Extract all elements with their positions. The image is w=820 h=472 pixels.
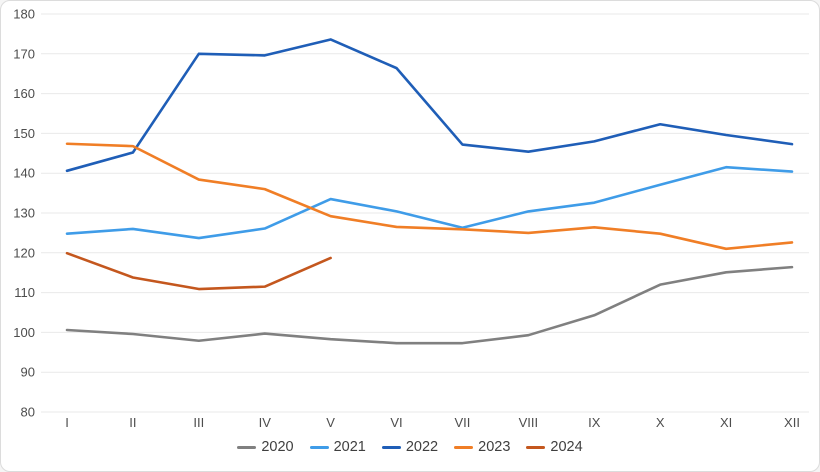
x-axis-tick-label: X [656,415,665,430]
legend-item-2022: 2022 [381,439,439,455]
y-axis-tick-label: 130 [13,206,35,221]
legend-label-2023: 2023 [478,439,511,455]
y-axis-tick-label: 90 [21,365,35,380]
y-axis-tick-label: 110 [14,285,35,300]
y-axis-tick-labels: 80 90 100 110 120 130 140 150 160 170 180 [13,7,35,420]
y-axis-tick-label: 160 [13,86,35,101]
legend-item-2021: 2021 [309,439,366,455]
legend-marker-2020 [237,445,257,449]
y-axis-tick-label: 80 [21,405,35,420]
legend-label-2024: 2024 [550,439,583,455]
x-axis-tick-label: II [129,415,136,430]
series-line-2020 [65,265,794,345]
x-axis-tick-label: VIII [519,415,539,430]
series-lines [65,38,794,345]
legend: 2020 2021 2022 2023 2024 [1,439,819,455]
x-axis-tick-label: III [193,415,204,430]
y-axis-tick-label: 150 [13,126,35,141]
legend-marker-2021 [309,445,329,449]
x-axis-tick-label: V [326,415,335,430]
legend-marker-2022 [381,445,401,449]
legend-item-2020: 2020 [237,439,294,455]
x-axis-tick-label: XI [720,415,732,430]
legend-item-2023: 2023 [454,439,510,455]
x-axis-tick-label: XII [784,415,800,430]
series-line-2022 [65,38,794,173]
x-axis-tick-label: IX [588,415,601,430]
y-axis-tick-label: 100 [13,325,35,340]
legend-label-2021: 2021 [333,439,366,455]
y-axis-tick-label: 170 [13,46,35,61]
series-line-2024 [65,251,332,291]
y-axis-tick-label: 140 [13,166,35,181]
x-axis-tick-label: I [65,415,69,430]
x-axis-tick-labels: I II III IV V VI VII VIII IX X XI XII [65,415,800,430]
series-line-2021 [65,165,794,240]
x-axis-tick-label: IV [259,415,272,430]
legend-marker-2024 [526,445,546,449]
x-axis-tick-label: VI [390,415,402,430]
legend-marker-2023 [454,445,474,449]
legend-label-2022: 2022 [405,439,439,455]
legend-label-2020: 2020 [261,439,294,455]
legend-item-2024: 2024 [526,439,583,455]
x-axis-tick-label: VII [455,415,471,430]
y-axis-tick-label: 120 [13,245,35,260]
series-line-2023 [65,142,794,251]
gridlines [41,13,809,413]
y-axis-tick-label: 180 [13,7,35,22]
